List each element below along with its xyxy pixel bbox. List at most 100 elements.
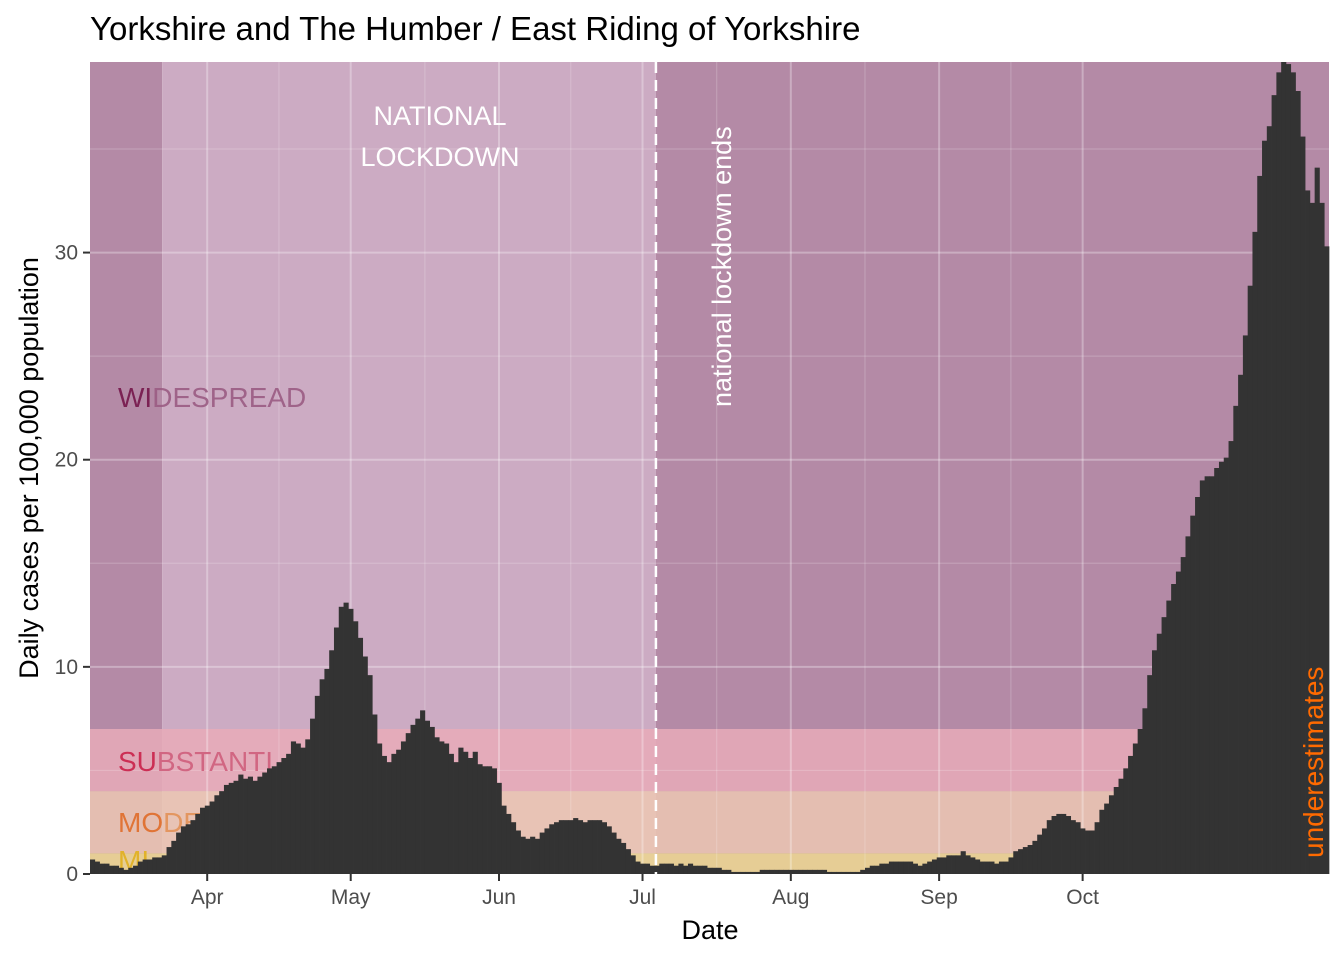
bar xyxy=(1104,803,1110,874)
bar xyxy=(711,867,718,874)
bar xyxy=(1228,441,1234,874)
chart-title: Yorkshire and The Humber / East Riding o… xyxy=(90,10,860,47)
bar xyxy=(831,871,837,874)
bar xyxy=(444,743,450,874)
bar xyxy=(1290,72,1296,875)
bar xyxy=(118,867,124,874)
bar xyxy=(1099,809,1105,874)
bar xyxy=(410,724,416,874)
bar xyxy=(1027,845,1033,874)
bar xyxy=(998,861,1005,874)
bar xyxy=(506,813,512,874)
bar xyxy=(1171,584,1177,874)
bar xyxy=(898,861,904,874)
bar xyxy=(951,855,957,874)
bar xyxy=(458,747,464,874)
bar xyxy=(305,739,311,874)
bar xyxy=(1041,828,1048,874)
bar xyxy=(716,867,722,874)
bar xyxy=(463,751,469,874)
bar xyxy=(1314,167,1320,875)
bar xyxy=(90,859,96,874)
bar xyxy=(841,871,847,874)
bar xyxy=(759,869,765,874)
bar xyxy=(152,857,158,874)
bar xyxy=(630,855,636,874)
bar xyxy=(204,805,210,874)
bar xyxy=(984,861,990,874)
bar xyxy=(1252,231,1258,874)
bar xyxy=(573,818,579,874)
bar xyxy=(592,820,598,874)
bar xyxy=(123,869,129,874)
bar xyxy=(195,813,201,874)
bar xyxy=(836,871,842,874)
bar xyxy=(989,861,995,874)
bar xyxy=(176,832,182,874)
bar xyxy=(161,855,167,874)
bar xyxy=(1242,335,1249,874)
bar xyxy=(396,749,402,874)
bar xyxy=(1285,64,1292,875)
bar xyxy=(731,871,737,874)
bar xyxy=(219,791,225,874)
bar xyxy=(99,863,105,874)
bar xyxy=(735,871,741,874)
bar xyxy=(798,869,804,874)
bar xyxy=(568,820,574,874)
bar xyxy=(668,863,674,874)
bar xyxy=(1137,729,1143,874)
x-tick-label: Jun xyxy=(482,886,516,909)
bar xyxy=(922,863,928,874)
bar xyxy=(333,627,340,874)
bar xyxy=(252,780,258,874)
bar xyxy=(386,762,392,874)
bar xyxy=(874,865,880,874)
bar xyxy=(908,861,914,874)
bar xyxy=(1089,830,1095,874)
bar xyxy=(1022,847,1028,874)
band-label-widespread: WIDESPREAD xyxy=(118,382,306,413)
bar xyxy=(640,863,646,874)
bar xyxy=(587,820,593,874)
bar xyxy=(687,863,694,874)
bar xyxy=(520,836,526,874)
bar xyxy=(649,865,655,874)
bar xyxy=(300,747,306,874)
bar xyxy=(754,871,761,874)
bar xyxy=(1247,285,1253,874)
bar xyxy=(1262,140,1268,874)
x-tick-label: Apr xyxy=(191,886,224,909)
bar xyxy=(1161,617,1167,874)
x-tick-label: May xyxy=(331,886,371,909)
bar xyxy=(286,753,292,874)
bar xyxy=(472,751,478,874)
bar xyxy=(1065,816,1072,874)
bar xyxy=(314,695,320,874)
bar xyxy=(1195,497,1201,874)
bar xyxy=(1070,820,1076,874)
bar xyxy=(113,865,120,874)
bar xyxy=(1180,557,1186,874)
bar xyxy=(807,869,813,874)
bar xyxy=(1238,374,1244,874)
bar xyxy=(793,869,799,874)
bar xyxy=(783,869,789,874)
bar xyxy=(563,820,569,874)
bar xyxy=(209,801,215,874)
bar xyxy=(745,871,751,874)
bar xyxy=(1018,849,1024,874)
bar xyxy=(721,869,727,874)
bar xyxy=(582,822,588,874)
bar xyxy=(147,859,153,874)
bar xyxy=(324,668,330,874)
bar xyxy=(726,869,732,874)
y-axis-title: Daily cases per 100,000 population xyxy=(14,257,44,679)
bar xyxy=(879,863,885,874)
bar xyxy=(1305,190,1311,874)
bar xyxy=(1147,675,1153,874)
bar xyxy=(1324,246,1330,874)
bar xyxy=(1046,820,1052,874)
bar xyxy=(769,869,775,874)
